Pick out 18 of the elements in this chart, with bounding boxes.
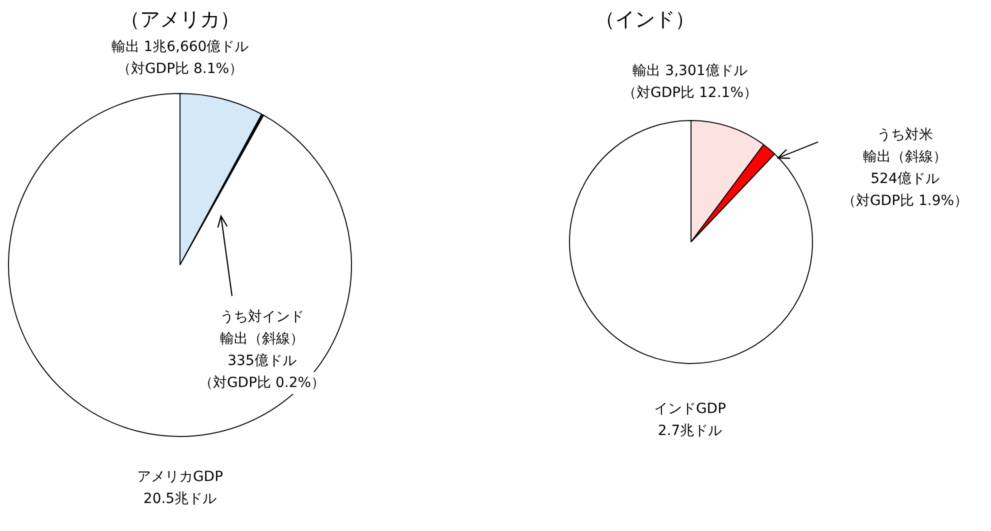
text: （対GDP比 8.1%）: [116, 58, 244, 80]
text: 輸出 1兆6,660億ドル: [111, 36, 249, 58]
chart-title: （インド）: [595, 6, 695, 33]
text: 2.7兆ドル: [658, 420, 722, 442]
text: （対GDP比 1.9%）: [842, 190, 968, 212]
text: （対GDP比 12.1%）: [622, 82, 758, 104]
text: 輸出（斜線）: [220, 328, 304, 350]
text: 524億ドル: [870, 168, 940, 190]
text: 335億ドル: [228, 350, 296, 372]
text: うち対インド: [220, 306, 304, 328]
text: うち対米: [877, 124, 933, 146]
text: 輸出（斜線）: [863, 146, 947, 168]
chart-title: （アメリカ）: [120, 6, 240, 33]
text: インドGDP: [654, 398, 726, 420]
text: （対GDP比 0.2%）: [198, 372, 326, 394]
text: アメリカGDP: [136, 466, 224, 488]
text: 20.5兆ドル: [143, 488, 217, 510]
text: 輸出 3,301億ドル: [632, 60, 748, 82]
